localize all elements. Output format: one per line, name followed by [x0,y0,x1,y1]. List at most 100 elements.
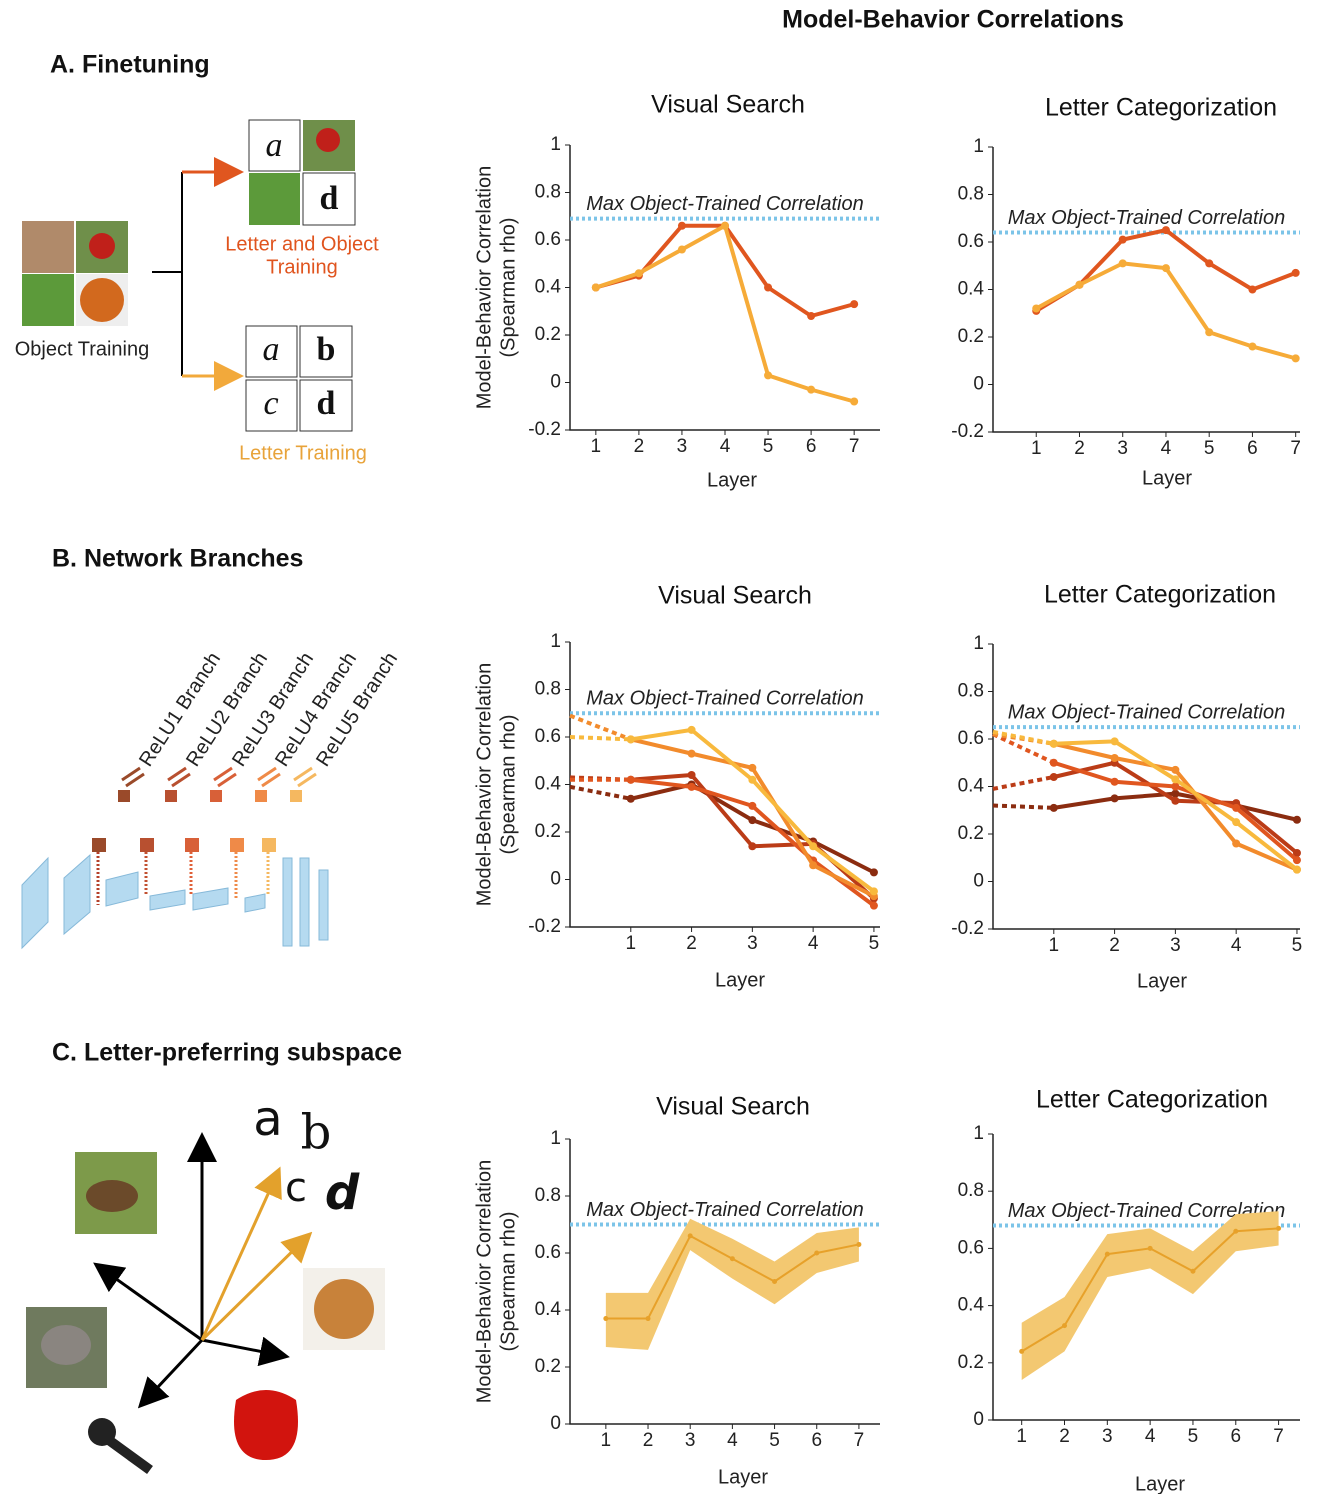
x-tick-label: 3 [1170,935,1181,956]
y-axis-label: (Spearman rho) [497,217,519,357]
point [688,726,696,734]
x-tick-label: 1 [625,933,636,954]
y-tick-label: 1 [973,136,984,157]
tile-letter: a [263,331,280,368]
point [1075,281,1083,289]
x-axis-label: Layer [1137,970,1187,992]
y-tick-label: 0.8 [958,184,984,205]
x-tick-label: 5 [1204,438,1215,459]
point [850,398,858,406]
point [1232,804,1240,812]
letter: a [253,1091,282,1147]
section-label: A. Finetuning [50,51,210,79]
point [1171,766,1179,774]
diagram-label: Training [266,256,338,278]
point [807,386,815,394]
point [1019,1349,1024,1354]
x-tick-label: 1 [591,436,602,457]
x-axis-label: Layer [1142,467,1192,489]
dashed-segment [993,777,1054,789]
point [1032,305,1040,313]
reference-label: Max Object-Trained Correlation [1008,701,1286,723]
x-tick-label: 1 [1049,935,1060,956]
y-axis-label: Model-Behavior Correlation [473,663,495,906]
point [1233,1229,1238,1234]
y-axis-label: Model-Behavior Correlation [473,166,495,409]
x-axis-label: Layer [707,469,757,491]
y-tick-label: 0.6 [535,229,561,250]
error-band [1022,1211,1279,1380]
x-tick-label: 3 [1117,438,1128,459]
letter: c [285,1165,307,1211]
chart-title: Visual Search [656,1093,810,1121]
y-tick-label: 0.8 [958,681,984,702]
point [721,222,729,230]
axis-line [570,642,880,927]
point [1119,259,1127,267]
point [627,776,635,784]
x-tick-label: 3 [1102,1426,1113,1447]
reference-label: Max Object-Trained Correlation [586,1199,864,1221]
y-tick-label: 1 [550,631,561,652]
point [678,222,686,230]
x-tick-label: 7 [1290,438,1301,459]
x-tick-label: 4 [808,933,819,954]
y-tick-label: 0.6 [535,726,561,747]
reference-label: Max Object-Trained Correlation [1008,207,1286,229]
point [1248,343,1256,351]
chart-title: Visual Search [651,91,805,119]
point [1293,816,1301,824]
series-line [596,226,854,316]
point [1293,856,1301,864]
diagram-label: Object Training [15,338,150,360]
chart-title: Visual Search [658,582,812,610]
axis-line [993,644,1300,929]
diagram-label: Letter and Object [225,233,379,255]
y-tick-label: 0.6 [535,1242,561,1263]
y-tick-label: -0.2 [528,916,561,937]
point [1119,236,1127,244]
x-tick-label: 1 [1016,1426,1027,1447]
point [1276,1226,1281,1231]
x-tick-label: 5 [1188,1426,1199,1447]
reference-label: Max Object-Trained Correlation [586,688,864,710]
error-band [606,1219,859,1350]
point [1190,1269,1195,1274]
point [870,902,878,910]
y-tick-label: 0.6 [958,1237,984,1258]
point [814,1251,819,1256]
point [603,1316,608,1321]
point [1205,328,1213,336]
point [678,246,686,254]
y-tick-label: 0 [550,869,561,890]
y-tick-label: 0.8 [535,679,561,700]
axis-line [993,1134,1300,1420]
x-tick-label: 4 [727,1430,738,1451]
y-tick-label: 0.4 [958,1295,985,1316]
dashed-segment [993,806,1054,808]
x-tick-label: 5 [1292,935,1303,956]
y-tick-label: 0.2 [958,823,984,844]
point [592,284,600,292]
y-tick-label: 0.2 [958,326,984,347]
point [870,887,878,895]
point [807,312,815,320]
point [627,735,635,743]
y-tick-label: 0.2 [535,324,561,345]
axis-line [570,145,880,430]
x-tick-label: 4 [1231,935,1242,956]
figure-title: Model-Behavior Correlations [782,6,1124,34]
series-line [1036,263,1295,358]
x-tick-label: 3 [677,436,688,457]
point [688,771,696,779]
point [809,842,817,850]
y-tick-label: 0.4 [535,277,562,298]
y-tick-label: 0.2 [958,1352,984,1373]
network-diagram [22,855,328,948]
point [646,1316,651,1321]
series-line [1054,744,1297,870]
point [1162,264,1170,272]
x-tick-label: 7 [849,436,860,457]
point [688,750,696,758]
point [627,795,635,803]
